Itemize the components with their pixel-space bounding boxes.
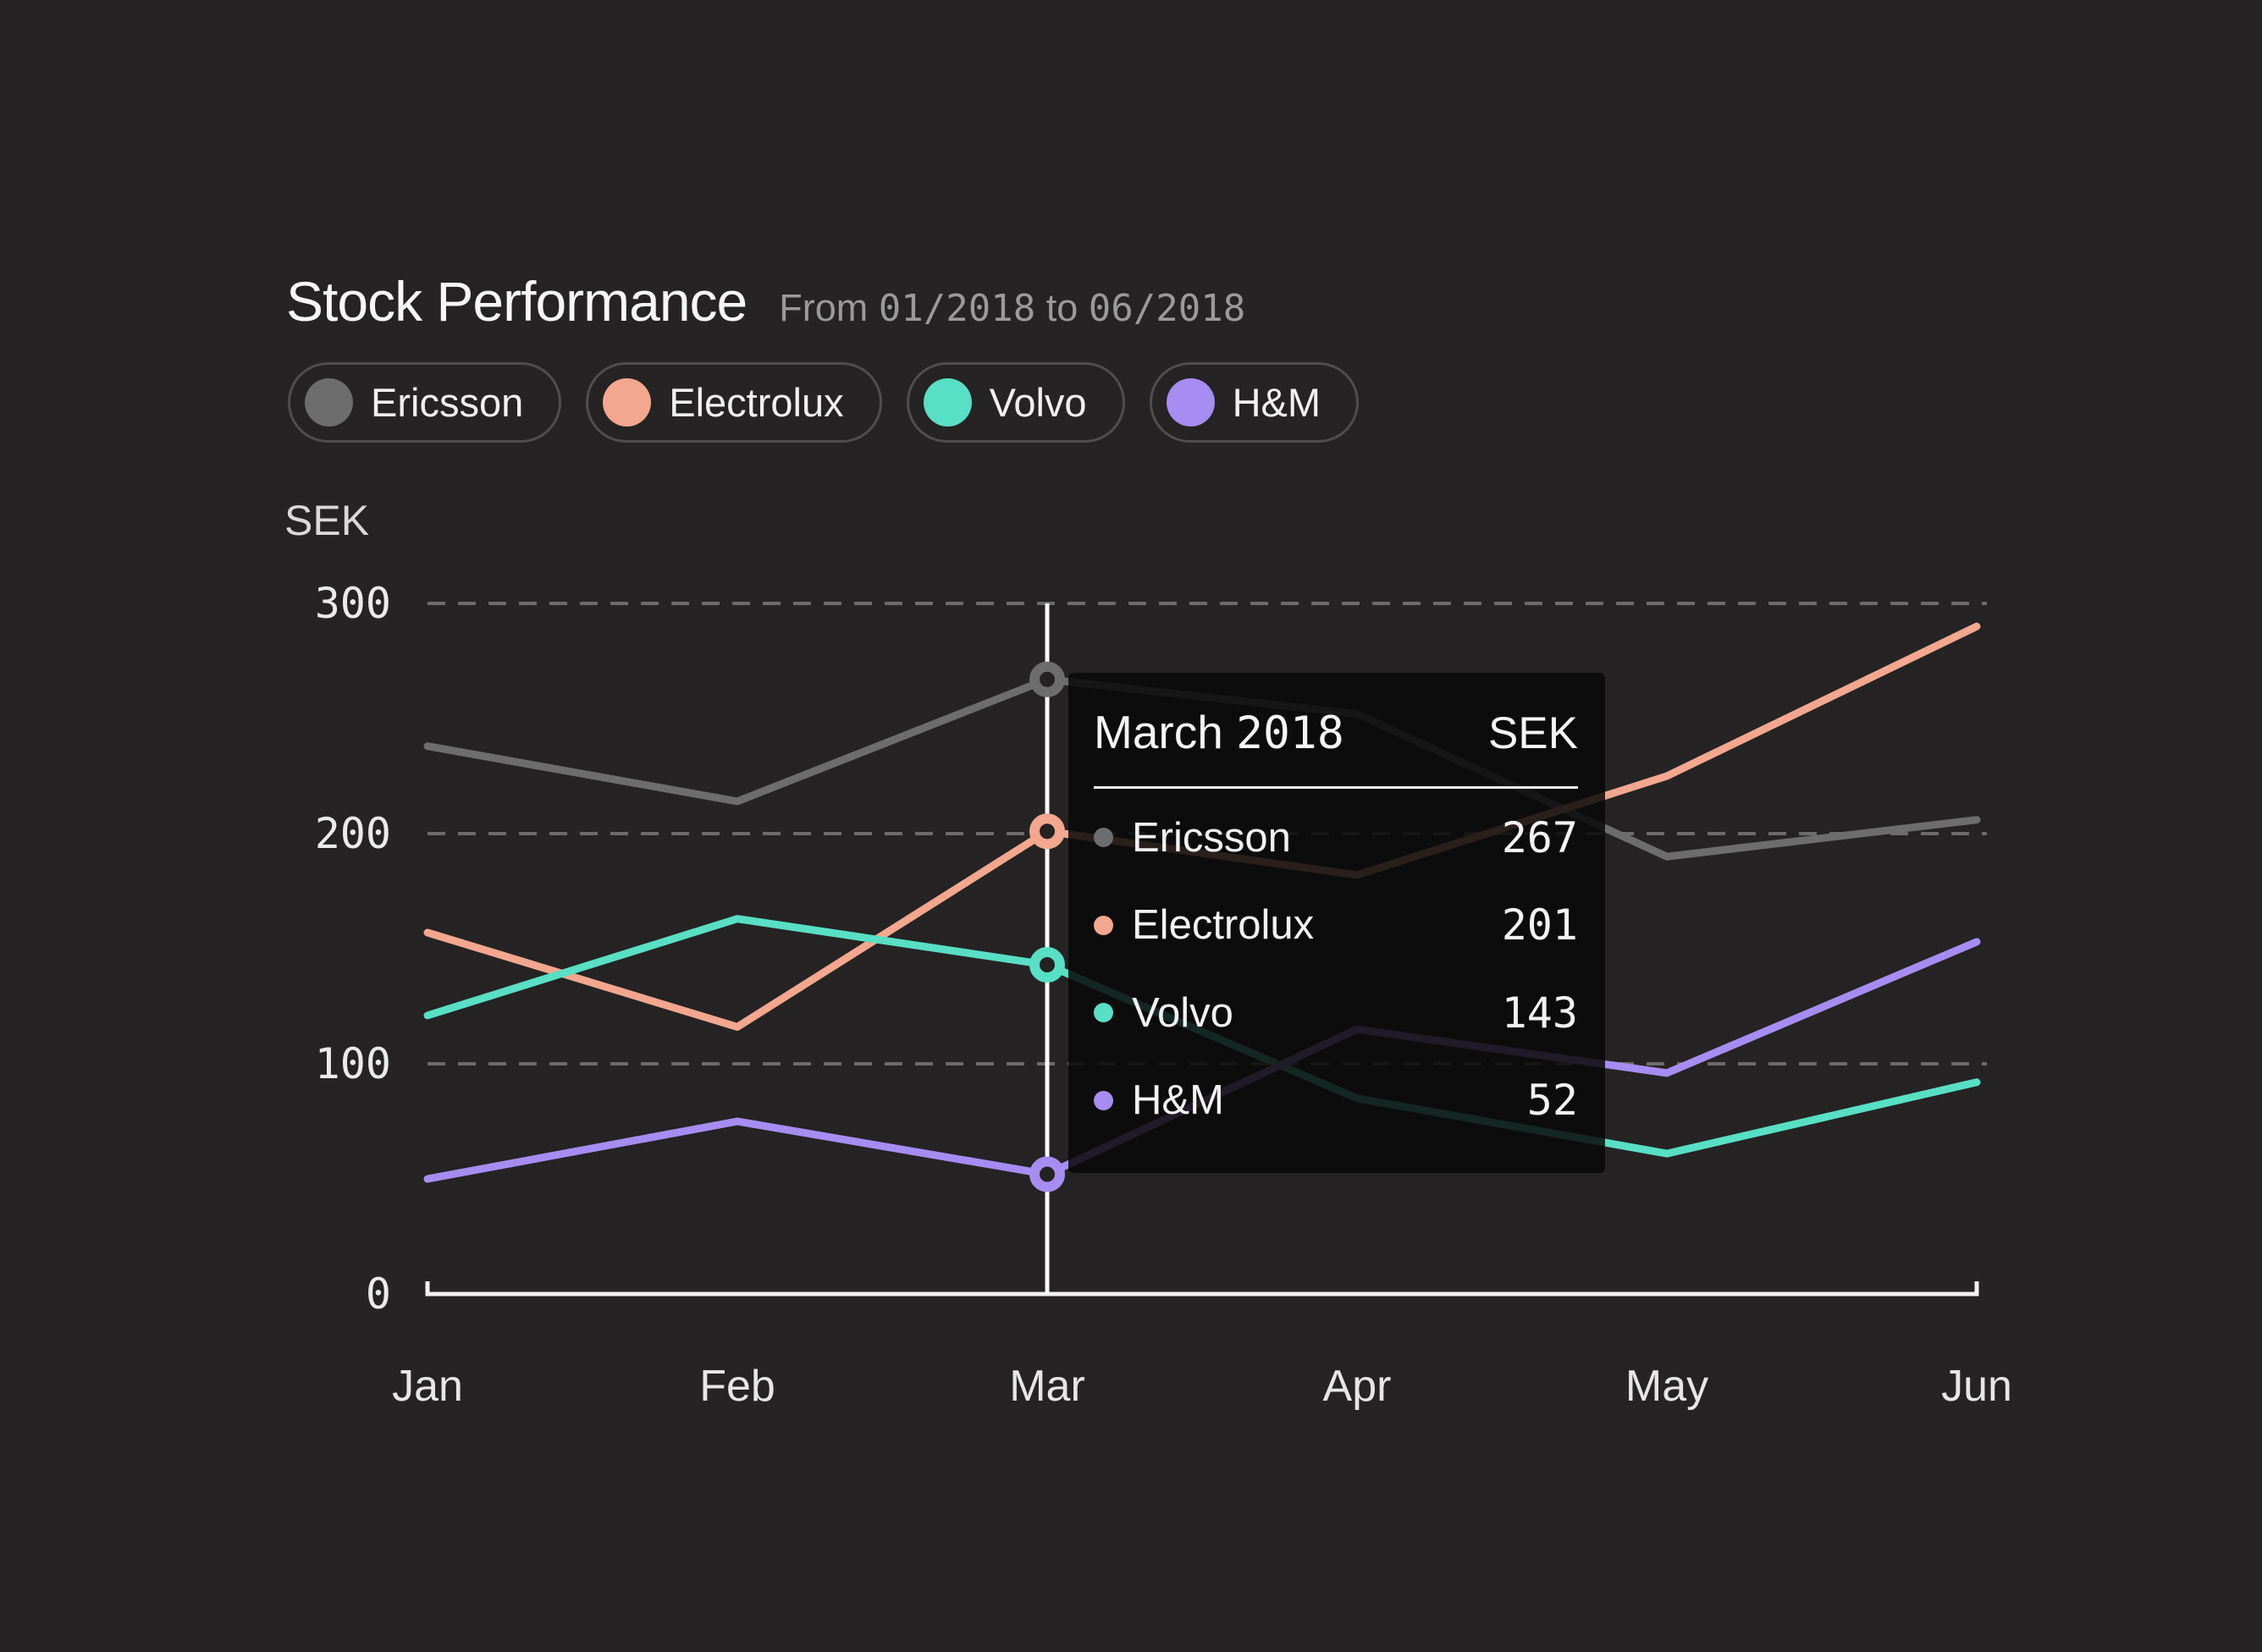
x-tick-mar: Mar (1009, 1362, 1085, 1411)
tooltip-dot-ericsson (1094, 828, 1113, 848)
tooltip-divider (1094, 786, 1578, 789)
tooltip-dot-electrolux (1094, 915, 1113, 935)
tooltip-row-electrolux: Electrolux 201 (1094, 900, 1578, 950)
tooltip-series-value: 201 (1501, 900, 1578, 950)
date-range-end: 06/2018 (1088, 287, 1246, 330)
tooltip-unit-label: SEK (1487, 708, 1578, 758)
tooltip: March 2018 SEK Ericsson 267 Electrolux 201 V… (1068, 673, 1605, 1173)
tooltip-series-name: Ericsson (1132, 814, 1291, 861)
legend-label: Electrolux (669, 380, 844, 425)
y-axis-unit-label: SEK (284, 497, 370, 544)
tooltip-series-value: 143 (1501, 988, 1578, 1038)
legend-dot-hm (1166, 378, 1215, 427)
y-tick-300: 300 (315, 579, 391, 628)
legend-dot-ericsson (305, 378, 353, 427)
page-title: Stock Performance (286, 270, 748, 333)
legend-label: Ericsson (371, 380, 524, 425)
tooltip-row-volvo: Volvo 143 (1094, 988, 1578, 1038)
x-tick-may: May (1625, 1362, 1708, 1411)
tooltip-header: March 2018 SEK (1094, 705, 1578, 759)
date-range-start: 01/2018 (878, 287, 1036, 330)
legend-label: Volvo (989, 380, 1087, 425)
legend-dot-electrolux (603, 378, 652, 427)
date-range-to-label: to (1045, 286, 1079, 329)
tooltip-series-name: Volvo (1132, 989, 1233, 1036)
tooltip-dot-hm (1094, 1090, 1113, 1110)
legend-pill-hm[interactable]: H&M (1149, 362, 1360, 443)
tooltip-row-ericsson: Ericsson 267 (1094, 813, 1578, 862)
tooltip-title: March 2018 (1094, 706, 1344, 759)
x-tick-feb: Feb (699, 1362, 775, 1411)
x-tick-jun: Jun (1941, 1362, 2012, 1411)
y-tick-0: 0 (366, 1269, 391, 1319)
marker-electrolux[interactable] (1029, 813, 1065, 850)
chart-header: Stock Performance From 01/2018 to 06/201… (286, 269, 1245, 333)
tooltip-series-value: 267 (1501, 812, 1578, 862)
tooltip-row-hm: H&M 52 (1094, 1076, 1578, 1125)
legend-pill-electrolux[interactable]: Electrolux (586, 362, 882, 443)
marker-volvo[interactable] (1029, 947, 1065, 983)
tooltip-rows: Ericsson 267 Electrolux 201 Volvo 143 H&M 52 (1094, 794, 1578, 1144)
legend-label: H&M (1232, 380, 1321, 425)
x-tick-jan: Jan (392, 1362, 463, 1411)
date-range: From 01/2018 to 06/2018 (779, 286, 1245, 330)
legend-dot-volvo (923, 378, 972, 427)
marker-ericsson[interactable] (1029, 661, 1065, 697)
legend-pill-ericsson[interactable]: Ericsson (288, 362, 562, 443)
tooltip-series-name: H&M (1132, 1077, 1224, 1124)
x-axis-line (425, 1281, 1979, 1297)
legend-pill-volvo[interactable]: Volvo (906, 362, 1125, 443)
tooltip-dot-volvo (1094, 1003, 1113, 1023)
date-range-from-label: From (779, 286, 869, 329)
y-tick-200: 200 (315, 809, 391, 858)
x-tick-apr: Apr (1323, 1362, 1392, 1411)
tooltip-series-value: 52 (1526, 1076, 1578, 1126)
tooltip-series-name: Electrolux (1132, 902, 1315, 949)
y-tick-100: 100 (315, 1039, 391, 1088)
marker-hm[interactable] (1029, 1156, 1065, 1192)
legend: Ericsson Electrolux Volvo H&M (288, 362, 1360, 443)
